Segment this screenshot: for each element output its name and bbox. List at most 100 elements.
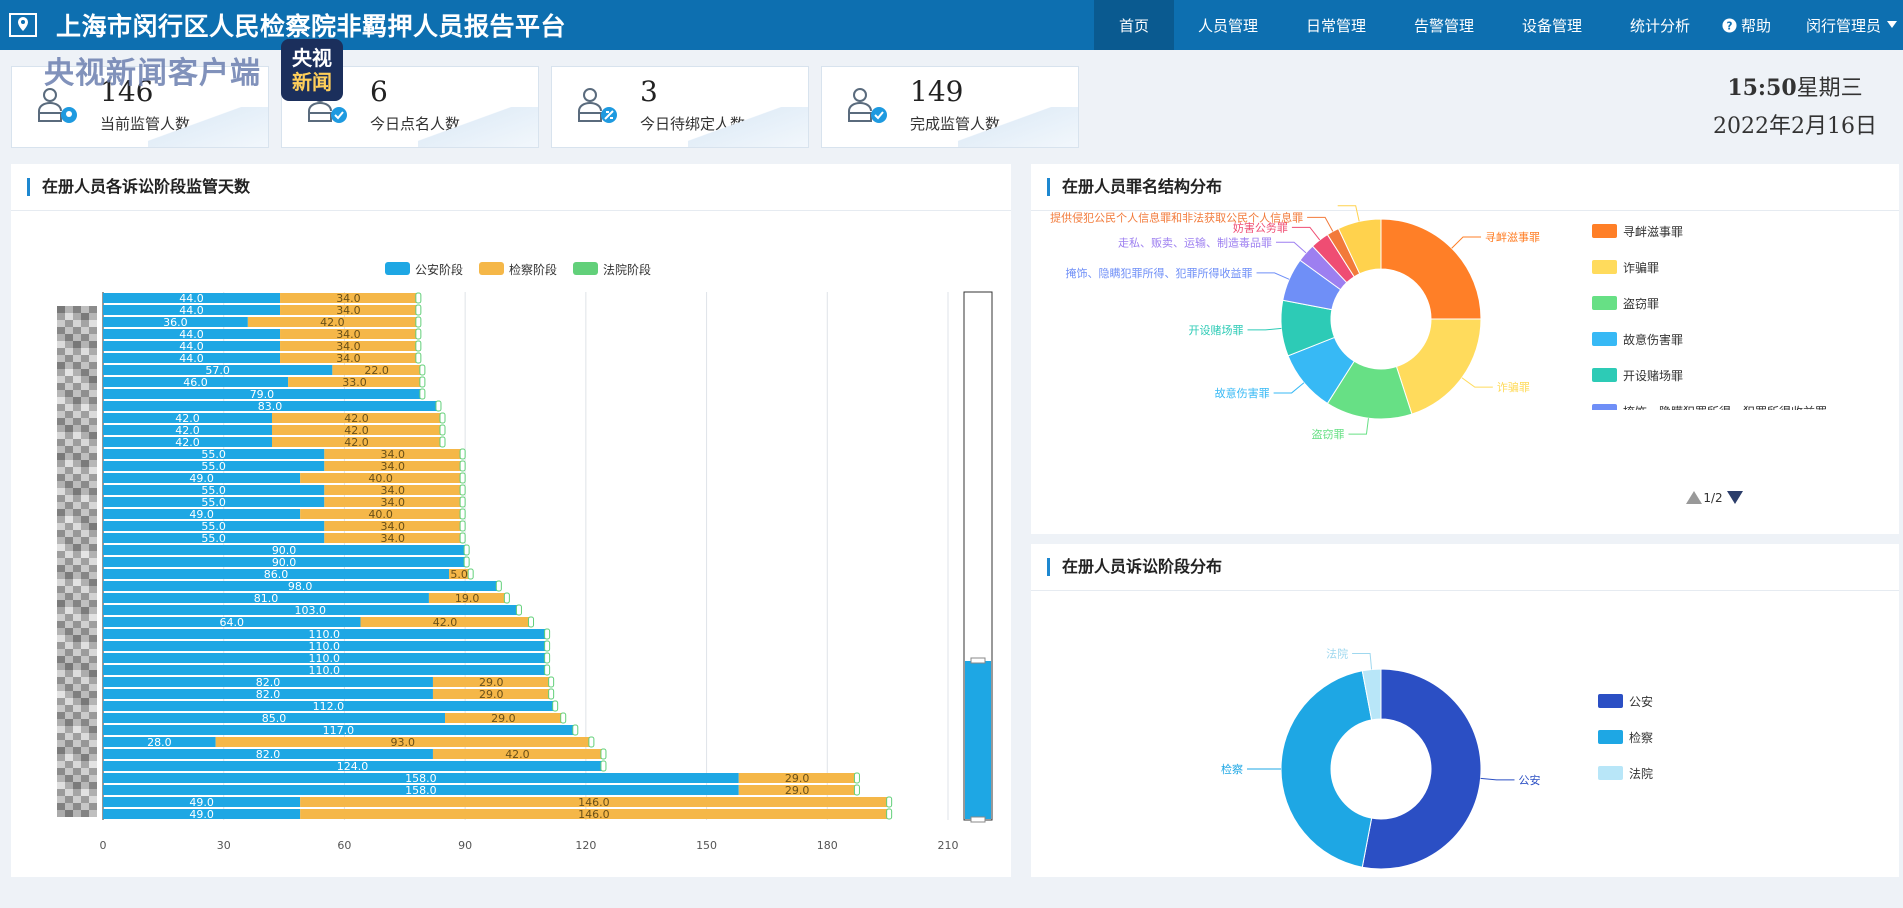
stat-value: 6 [370, 75, 388, 108]
legend-item[interactable]: 寻衅滋事罪 [1592, 224, 1683, 239]
bar-segment-procuratorate [324, 497, 462, 507]
nav-device[interactable]: 设备管理 [1521, 16, 1582, 35]
legend-swatch [1592, 260, 1617, 274]
bar-segment-police [103, 449, 325, 459]
help-button[interactable]: ? 帮助 [1722, 0, 1771, 50]
legend-item[interactable]: 盗窃罪 [1592, 296, 1659, 311]
bar-segment-procuratorate [288, 377, 421, 387]
bar-segment-police [103, 521, 325, 531]
legend-item[interactable]: 公安阶段 [385, 262, 463, 277]
bar-value-label: 158.0 [405, 784, 437, 797]
bar-segment-procuratorate [324, 533, 462, 543]
legend-item[interactable]: 诈骗罪 [1592, 260, 1659, 275]
bar-segment-court [419, 364, 426, 376]
prev-page-icon[interactable] [1686, 491, 1702, 504]
legend-label: 检察 [1629, 730, 1653, 745]
nav-daily[interactable]: 日常管理 [1305, 16, 1366, 35]
bar-segment-court [459, 520, 466, 532]
legend-item[interactable]: 法院阶段 [573, 262, 651, 277]
bar-segment-court [439, 412, 446, 424]
bar-value-label: 112.0 [313, 700, 345, 713]
bar-segment-procuratorate [360, 617, 530, 627]
legend-item[interactable]: 掩饰、隐瞒犯罪所得、犯罪所得收益罪 [1592, 404, 1827, 419]
nav-personnel[interactable]: 人员管理 [1197, 16, 1258, 35]
bar-segment-court [515, 604, 522, 616]
bar-segment-court [459, 532, 466, 544]
legend-swatch [1592, 296, 1617, 310]
donut-slice[interactable] [1361, 668, 1382, 721]
next-page-icon[interactable] [1727, 491, 1743, 504]
slider-handle-top[interactable] [970, 657, 986, 664]
legend-item[interactable]: 检察阶段 [479, 262, 557, 277]
callout-line [1273, 382, 1305, 394]
bar-segment-court [600, 748, 607, 760]
callout-label: 开设赌场罪 [1189, 323, 1244, 337]
nav-stats[interactable]: 统计分析 [1629, 16, 1690, 35]
donut-slice[interactable] [1380, 218, 1482, 320]
bar-segment-procuratorate [738, 785, 856, 795]
bar-value-label: 55.0 [201, 496, 226, 509]
legend-item[interactable]: 法院 [1598, 766, 1653, 781]
bar-segment-police [103, 761, 602, 771]
donut-slice[interactable] [1395, 318, 1482, 415]
legend-label: 法院阶段 [603, 262, 651, 277]
slider-handle-bottom[interactable] [970, 816, 986, 823]
bar-segment-police [103, 557, 466, 567]
bar-value-label: 5.0 [450, 568, 468, 581]
stat-card-current: 146 当前监管人数 [11, 66, 269, 148]
bar-segment-court [459, 508, 466, 520]
bar-segment-procuratorate [432, 689, 550, 699]
bar-segment-procuratorate [324, 449, 462, 459]
bar-value-label: 110.0 [309, 628, 341, 641]
bar-value-label: 86.0 [264, 568, 289, 581]
x-tick-label: 90 [458, 839, 472, 852]
nav-home[interactable]: 首页 [1094, 0, 1174, 50]
bar-segment-court [560, 712, 567, 724]
stat-card-completed: 149 完成监管人数 [821, 66, 1079, 148]
bar-value-label: 29.0 [785, 784, 810, 797]
zoom-slider[interactable] [963, 291, 993, 823]
bar-segment-police [103, 485, 325, 495]
legend-item[interactable]: 检察 [1598, 730, 1653, 745]
bar-segment-police [103, 749, 433, 759]
bar-value-label: 42.0 [175, 412, 200, 425]
bar-value-label: 49.0 [189, 472, 214, 485]
legend-swatch [573, 262, 598, 275]
bar-value-label: 42.0 [175, 424, 200, 437]
bar-segment-procuratorate [272, 413, 441, 423]
question-icon: ? [1722, 17, 1737, 33]
callout-label: 法院 [1326, 647, 1348, 661]
user-menu[interactable]: 闵行管理员 [1806, 0, 1898, 50]
legend-item[interactable]: 开设赌场罪 [1592, 368, 1683, 383]
donut-slice[interactable] [1280, 670, 1373, 868]
bar-value-label: 34.0 [380, 532, 405, 545]
nav-alarm[interactable]: 告警管理 [1413, 16, 1474, 35]
bar-segment-procuratorate [428, 593, 506, 603]
bar-value-label: 81.0 [254, 592, 279, 605]
x-tick-label: 210 [938, 839, 959, 852]
bar-segment-procuratorate [280, 341, 417, 351]
slider-window[interactable] [965, 661, 991, 819]
bar-value-label: 82.0 [256, 676, 281, 689]
bar-value-label: 44.0 [179, 292, 204, 305]
panel-stage-days: 在册人员各诉讼阶段监管天数 公安阶段 检察阶段 法院阶段 0 30 60 90 120 150 1… [11, 164, 1011, 877]
bar-segment-police [103, 581, 498, 591]
bar-segment-police [103, 809, 301, 819]
bar-segment-police [103, 713, 446, 723]
legend-item[interactable]: 公安 [1598, 694, 1653, 709]
bar-segment-police [103, 365, 333, 375]
stat-card-pending-bind: 3 今日待绑定人数 [551, 66, 809, 148]
bar-value-label: 90.0 [272, 544, 297, 557]
bar-segment-police [103, 605, 518, 615]
legend-item[interactable]: 走私、贩卖、运输、制造毒品罪 [1592, 440, 1791, 455]
bar-segment-court [415, 304, 422, 316]
legend-item[interactable]: 故意伤害罪 [1592, 332, 1683, 347]
bar-value-label: 146.0 [578, 808, 610, 821]
callout-line [1337, 205, 1360, 222]
bar-segment-police [103, 329, 281, 339]
donut-slice[interactable] [1337, 218, 1382, 275]
donut-slice[interactable] [1361, 668, 1482, 870]
bar-value-label: 40.0 [368, 508, 393, 521]
bar-segment-court [415, 352, 422, 364]
bar-segment-court [528, 616, 535, 628]
